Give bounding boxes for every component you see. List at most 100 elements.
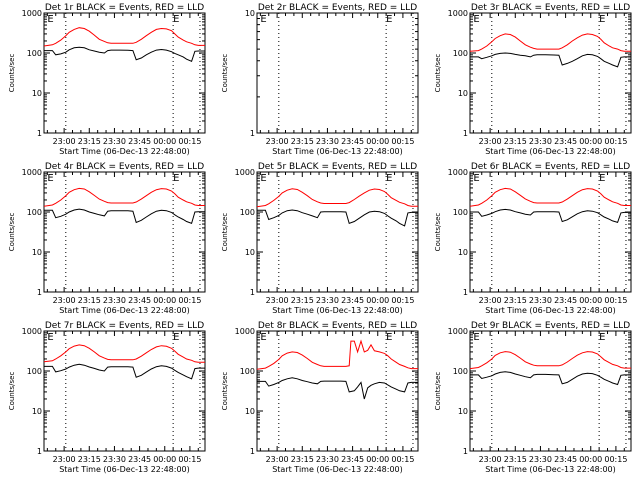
series-line-lld (256, 188, 418, 208)
y-tick-label: 1 (463, 447, 468, 456)
y-tick-label: 10 (458, 89, 468, 98)
series-line-events (470, 371, 631, 386)
y-tick-label: 1 (37, 129, 42, 138)
chart-title: Det 7r BLACK = Events, RED = LLD (45, 321, 204, 331)
series-line-lld (43, 187, 205, 207)
x-axis-label: Start Time (06-Dec-13 22:48:00) (272, 465, 403, 474)
x-tick-label: 23:45 (554, 455, 577, 464)
event-marker-label: E (173, 14, 179, 25)
y-tick-label: 100 (240, 208, 255, 217)
x-tick-label: 23:00 (266, 137, 289, 146)
x-axis-label: Start Time (06-Dec-13 22:48:00) (59, 465, 190, 474)
x-tick-label: 00:15 (604, 296, 627, 305)
x-tick-label: 23:15 (78, 455, 101, 464)
x-tick-label: 00:15 (391, 137, 414, 146)
x-tick-label: 23:45 (128, 137, 151, 146)
y-tick-label: 100 (453, 208, 468, 217)
x-tick-label: 23:45 (341, 296, 364, 305)
series-line-lld (469, 187, 631, 207)
plot-frame (469, 12, 632, 134)
x-tick-label: 00:15 (391, 296, 414, 305)
x-tick-label: 00:00 (153, 137, 176, 146)
y-tick-label: 1 (463, 129, 468, 138)
event-marker-label: E (473, 173, 479, 184)
plot-frame (469, 171, 632, 293)
x-axis-label: Start Time (06-Dec-13 22:48:00) (272, 306, 403, 315)
x-tick-label: 23:15 (78, 137, 101, 146)
x-axis-label: Start Time (06-Dec-13 22:48:00) (485, 147, 616, 156)
plot-frame (469, 330, 632, 452)
series-line-events (44, 46, 205, 62)
y-tick-label: 1000 (22, 168, 42, 177)
series-line-lld (43, 344, 205, 363)
event-marker-label: E (599, 173, 605, 184)
event-marker-label: E (260, 14, 266, 25)
x-tick-label: 00:00 (366, 296, 389, 305)
y-axis-label: Counts/sec (8, 213, 16, 252)
series-line-events (470, 52, 631, 68)
y-tick-label: 10 (32, 407, 42, 416)
y-tick-label: 10 (245, 9, 255, 18)
y-tick-label: 1000 (235, 168, 255, 177)
event-marker-label: E (386, 173, 392, 184)
y-tick-label: 1000 (448, 168, 468, 177)
y-axis-label: Counts/sec (434, 54, 442, 93)
chart-title: Det 5r BLACK = Events, RED = LLD (258, 162, 417, 172)
x-tick-label: 23:00 (266, 455, 289, 464)
y-tick-label: 1 (250, 288, 255, 297)
y-tick-label: 1 (463, 288, 468, 297)
x-tick-label: 00:00 (366, 137, 389, 146)
x-tick-label: 00:15 (391, 455, 414, 464)
x-tick-label: 23:30 (103, 137, 126, 146)
y-tick-label: 1000 (448, 327, 468, 336)
plot-frame (256, 330, 419, 452)
x-tick-label: 00:00 (579, 296, 602, 305)
event-marker-label: E (599, 332, 605, 343)
y-axis-label: Counts/sec (434, 372, 442, 411)
x-tick-label: 00:15 (178, 137, 201, 146)
y-tick-label: 100 (27, 367, 42, 376)
y-axis-label: Counts/sec (434, 213, 442, 252)
series-line-events (257, 209, 418, 227)
event-marker-label: E (173, 332, 179, 343)
y-tick-label: 10 (32, 89, 42, 98)
y-tick-label: 1000 (22, 9, 42, 18)
chart-title: Det 9r BLACK = Events, RED = LLD (471, 321, 630, 331)
x-axis-label: Start Time (06-Dec-13 22:48:00) (59, 306, 190, 315)
chart-title: Det 8r BLACK = Events, RED = LLD (258, 321, 417, 331)
plot-frame (43, 12, 206, 134)
x-tick-label: 00:00 (579, 455, 602, 464)
x-tick-label: 23:00 (53, 455, 76, 464)
y-tick-label: 10 (458, 248, 468, 257)
y-tick-label: 100 (27, 208, 42, 217)
y-axis-label: Counts/sec (221, 54, 229, 93)
x-axis-label: Start Time (06-Dec-13 22:48:00) (272, 147, 403, 156)
y-tick-label: 10 (245, 248, 255, 257)
x-tick-label: 23:15 (291, 137, 314, 146)
x-axis-label: Start Time (06-Dec-13 22:48:00) (485, 306, 616, 315)
x-tick-label: 00:15 (178, 296, 201, 305)
y-axis-label: Counts/sec (8, 372, 16, 411)
y-tick-label: 1 (250, 129, 255, 138)
x-tick-label: 00:15 (604, 137, 627, 146)
x-tick-label: 23:15 (504, 137, 527, 146)
series-line-lld (469, 33, 631, 52)
x-tick-label: 23:00 (479, 137, 502, 146)
x-tick-label: 23:45 (554, 296, 577, 305)
x-tick-label: 00:15 (604, 455, 627, 464)
plot-frame (256, 12, 419, 134)
event-marker-label: E (47, 173, 53, 184)
y-tick-label: 1000 (448, 9, 468, 18)
x-tick-label: 23:30 (529, 137, 552, 146)
x-tick-label: 23:15 (291, 455, 314, 464)
x-tick-label: 00:00 (579, 137, 602, 146)
chart-title: Det 3r BLACK = Events, RED = LLD (471, 3, 630, 13)
x-tick-label: 23:00 (266, 296, 289, 305)
